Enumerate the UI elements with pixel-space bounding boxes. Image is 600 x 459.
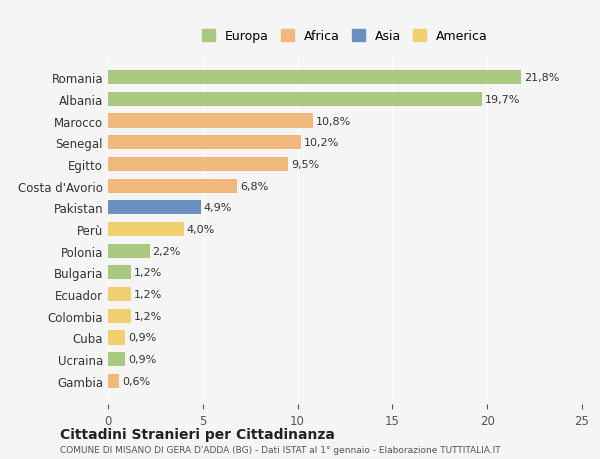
Bar xyxy=(108,374,119,388)
Text: 21,8%: 21,8% xyxy=(524,73,560,83)
Text: 10,8%: 10,8% xyxy=(316,116,351,126)
Bar xyxy=(108,287,131,302)
Bar xyxy=(108,71,521,85)
Text: COMUNE DI MISANO DI GERA D'ADDA (BG) - Dati ISTAT al 1° gennaio - Elaborazione T: COMUNE DI MISANO DI GERA D'ADDA (BG) - D… xyxy=(60,445,500,454)
Bar xyxy=(108,136,301,150)
Text: 4,0%: 4,0% xyxy=(187,224,215,235)
Text: Cittadini Stranieri per Cittadinanza: Cittadini Stranieri per Cittadinanza xyxy=(60,427,335,442)
Bar xyxy=(108,244,150,258)
Bar xyxy=(108,353,125,366)
Text: 1,2%: 1,2% xyxy=(134,268,162,278)
Bar xyxy=(108,223,184,236)
Text: 0,6%: 0,6% xyxy=(122,376,151,386)
Text: 0,9%: 0,9% xyxy=(128,354,156,364)
Bar xyxy=(108,309,131,323)
Text: 6,8%: 6,8% xyxy=(240,181,268,191)
Bar xyxy=(108,157,288,172)
Bar xyxy=(108,114,313,129)
Legend: Europa, Africa, Asia, America: Europa, Africa, Asia, America xyxy=(199,27,491,47)
Text: 9,5%: 9,5% xyxy=(291,160,319,169)
Text: 10,2%: 10,2% xyxy=(304,138,340,148)
Text: 4,9%: 4,9% xyxy=(204,203,232,213)
Bar xyxy=(108,201,201,215)
Text: 2,2%: 2,2% xyxy=(152,246,181,256)
Bar xyxy=(108,179,237,193)
Text: 1,2%: 1,2% xyxy=(134,311,162,321)
Text: 0,9%: 0,9% xyxy=(128,333,156,343)
Bar xyxy=(108,266,131,280)
Bar xyxy=(108,93,482,106)
Text: 1,2%: 1,2% xyxy=(134,290,162,299)
Bar xyxy=(108,330,125,345)
Text: 19,7%: 19,7% xyxy=(484,95,520,105)
